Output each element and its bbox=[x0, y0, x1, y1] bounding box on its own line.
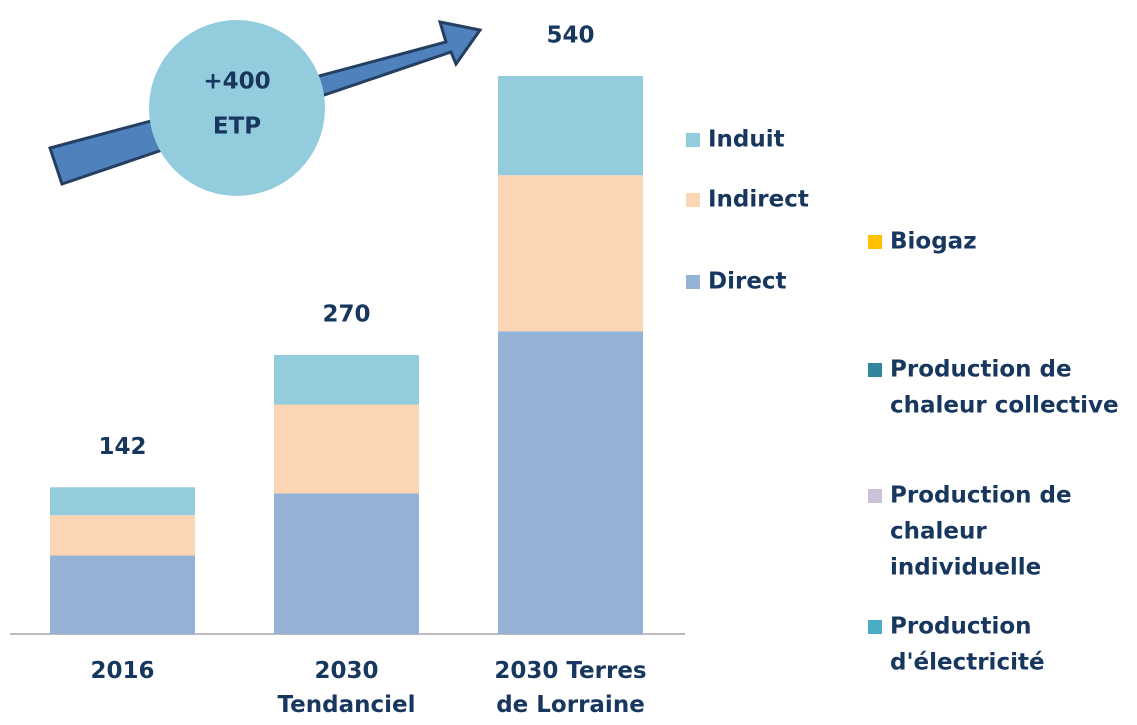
legend-swatch bbox=[868, 235, 882, 249]
legend-label: chaleur collective bbox=[890, 393, 1119, 419]
annotation-circle bbox=[149, 20, 325, 196]
legend-label: Production de bbox=[890, 483, 1072, 509]
legend-swatch bbox=[868, 620, 882, 634]
legend-swatch bbox=[868, 489, 882, 503]
bar-segment bbox=[274, 404, 419, 494]
legend-label: Biogaz bbox=[890, 229, 977, 255]
bar-segment bbox=[50, 515, 195, 556]
total-label: 540 bbox=[546, 23, 594, 49]
total-label: 142 bbox=[98, 434, 146, 460]
legend-label: Production de bbox=[890, 357, 1072, 383]
bar-segment bbox=[498, 76, 643, 176]
legend-swatch bbox=[686, 193, 700, 207]
legend-label: Indirect bbox=[708, 187, 809, 213]
legend-label: Production bbox=[890, 614, 1032, 640]
legend-label: Direct bbox=[708, 269, 787, 295]
legend-label: individuelle bbox=[890, 555, 1041, 581]
x-tick-label: 2030 Tendanciel bbox=[277, 658, 416, 718]
bar-segment bbox=[274, 493, 419, 634]
annotation: +400 bbox=[203, 69, 270, 95]
total-label: 270 bbox=[322, 302, 370, 328]
annotation: ETP bbox=[213, 114, 261, 140]
bar-segment bbox=[498, 331, 643, 634]
x-tick-label: 2016 bbox=[90, 658, 155, 684]
legend-swatch bbox=[868, 363, 882, 377]
legend-label: chaleur bbox=[890, 519, 987, 545]
legend-swatch bbox=[686, 133, 700, 147]
legend-label: d'électricité bbox=[890, 650, 1045, 676]
bar-segment bbox=[274, 355, 419, 405]
legend-label: Induit bbox=[708, 127, 785, 153]
legend-swatch bbox=[686, 275, 700, 289]
bar-segment bbox=[50, 487, 195, 516]
bar-segment bbox=[50, 555, 195, 634]
x-tick-label: 2030 Terres de Lorraine bbox=[494, 658, 647, 718]
bar-segment bbox=[498, 175, 643, 332]
